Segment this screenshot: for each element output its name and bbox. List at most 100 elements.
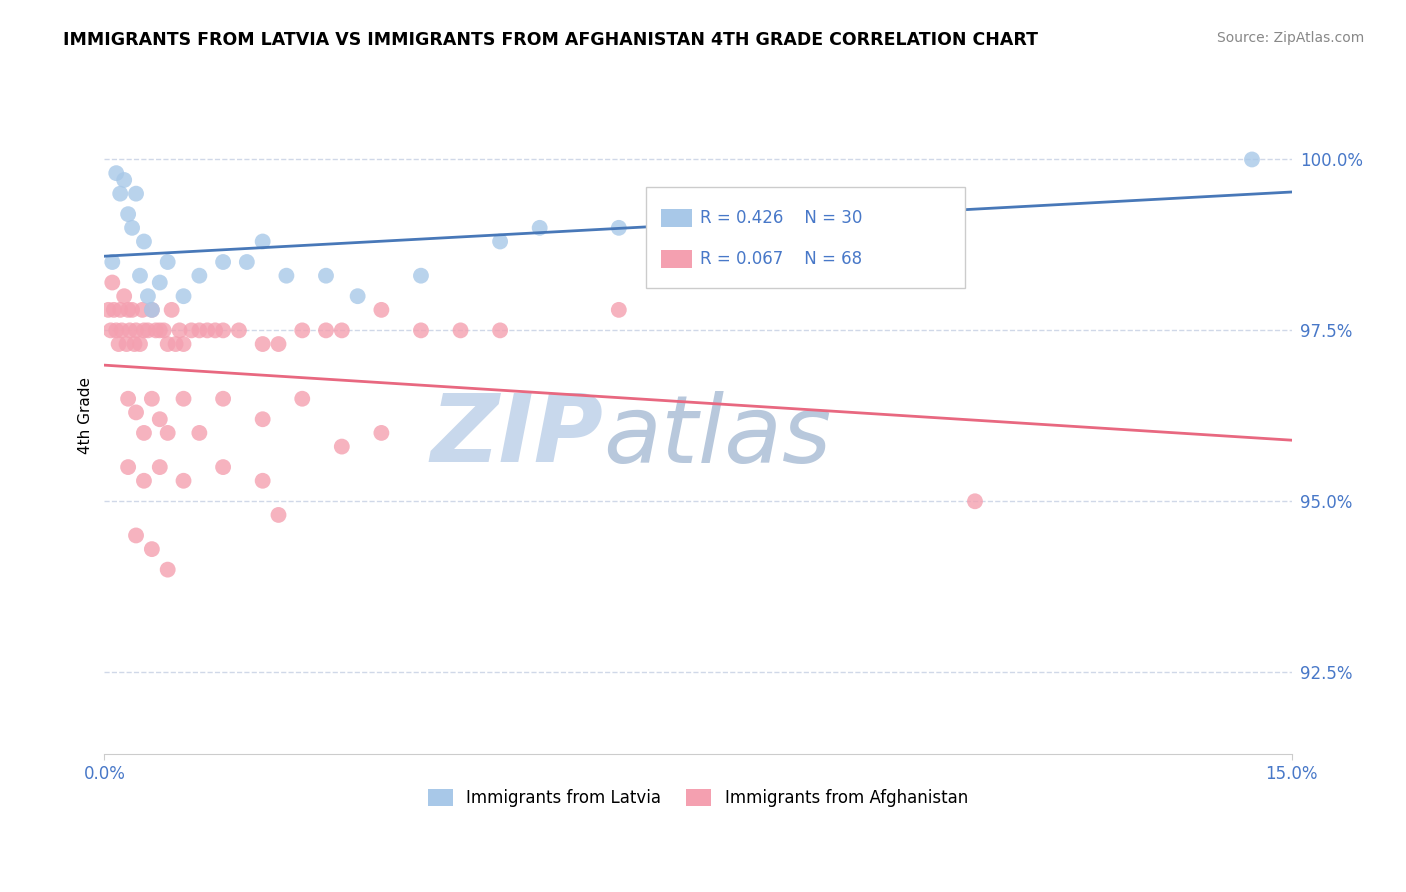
Point — [149, 323, 172, 337]
Point — [124, 337, 146, 351]
Point — [131, 302, 153, 317]
Point — [169, 323, 191, 337]
Point — [136, 289, 159, 303]
Point — [129, 268, 152, 283]
Point — [117, 460, 139, 475]
Point — [117, 302, 139, 317]
Point — [252, 337, 274, 351]
Point — [132, 323, 155, 337]
Point — [165, 337, 187, 351]
Point — [118, 323, 141, 337]
Point — [115, 337, 138, 351]
Point — [291, 392, 314, 406]
Point — [180, 323, 202, 337]
Point — [276, 268, 298, 283]
Point — [156, 337, 179, 351]
Point — [370, 425, 392, 440]
Point — [409, 323, 432, 337]
Point — [315, 323, 337, 337]
Point — [845, 200, 868, 214]
Point — [267, 337, 290, 351]
Point — [330, 323, 353, 337]
Point — [141, 302, 163, 317]
Point — [141, 542, 163, 557]
Point — [149, 412, 172, 426]
Point — [107, 337, 129, 351]
Point — [121, 220, 143, 235]
Point — [900, 207, 922, 221]
Point — [156, 563, 179, 577]
Point — [173, 337, 195, 351]
Point — [125, 405, 148, 419]
Point — [212, 460, 235, 475]
Point — [156, 425, 179, 440]
Point — [529, 220, 551, 235]
Point — [132, 425, 155, 440]
Point — [112, 173, 135, 187]
Point — [121, 302, 143, 317]
Text: R = 0.426    N = 30: R = 0.426 N = 30 — [700, 210, 863, 227]
Text: ZIP: ZIP — [430, 390, 603, 483]
Point — [188, 268, 211, 283]
Point — [101, 255, 124, 269]
Point — [212, 323, 235, 337]
Point — [212, 255, 235, 269]
Point — [152, 323, 174, 337]
Point — [173, 474, 195, 488]
Point — [125, 186, 148, 201]
Point — [370, 302, 392, 317]
Point — [117, 392, 139, 406]
Point — [145, 323, 167, 337]
Point — [252, 474, 274, 488]
Point — [267, 508, 290, 522]
Text: R = 0.067    N = 68: R = 0.067 N = 68 — [700, 250, 862, 268]
Point — [315, 268, 337, 283]
Text: atlas: atlas — [603, 391, 831, 482]
Point — [173, 392, 195, 406]
Point — [204, 323, 226, 337]
Point — [160, 302, 183, 317]
Point — [156, 255, 179, 269]
Point — [173, 289, 195, 303]
Point — [228, 323, 250, 337]
Point — [136, 323, 159, 337]
Point — [108, 302, 131, 317]
Point — [132, 474, 155, 488]
Point — [607, 220, 630, 235]
Point — [766, 220, 789, 235]
Y-axis label: 4th Grade: 4th Grade — [79, 377, 93, 454]
Point — [103, 302, 125, 317]
Text: Source: ZipAtlas.com: Source: ZipAtlas.com — [1216, 31, 1364, 45]
Point — [141, 392, 163, 406]
Point — [112, 289, 135, 303]
Point — [963, 494, 986, 508]
Point — [252, 235, 274, 249]
Point — [236, 255, 259, 269]
Point — [117, 207, 139, 221]
Point — [330, 440, 353, 454]
Point — [108, 186, 131, 201]
Point — [1240, 153, 1263, 167]
Point — [141, 302, 163, 317]
Point — [129, 337, 152, 351]
Point — [291, 323, 314, 337]
Point — [647, 207, 669, 221]
Point — [188, 323, 211, 337]
Point — [252, 412, 274, 426]
Point — [125, 528, 148, 542]
Point — [111, 323, 134, 337]
Legend: Immigrants from Latvia, Immigrants from Afghanistan: Immigrants from Latvia, Immigrants from … — [422, 782, 974, 814]
Point — [97, 302, 120, 317]
Point — [607, 302, 630, 317]
Point — [489, 235, 512, 249]
Point — [132, 235, 155, 249]
Text: IMMIGRANTS FROM LATVIA VS IMMIGRANTS FROM AFGHANISTAN 4TH GRADE CORRELATION CHAR: IMMIGRANTS FROM LATVIA VS IMMIGRANTS FRO… — [63, 31, 1038, 49]
Point — [100, 323, 122, 337]
Point — [195, 323, 218, 337]
Point — [149, 276, 172, 290]
Point — [149, 460, 172, 475]
Point — [105, 166, 128, 180]
Point — [409, 268, 432, 283]
Point — [212, 392, 235, 406]
Point — [346, 289, 368, 303]
